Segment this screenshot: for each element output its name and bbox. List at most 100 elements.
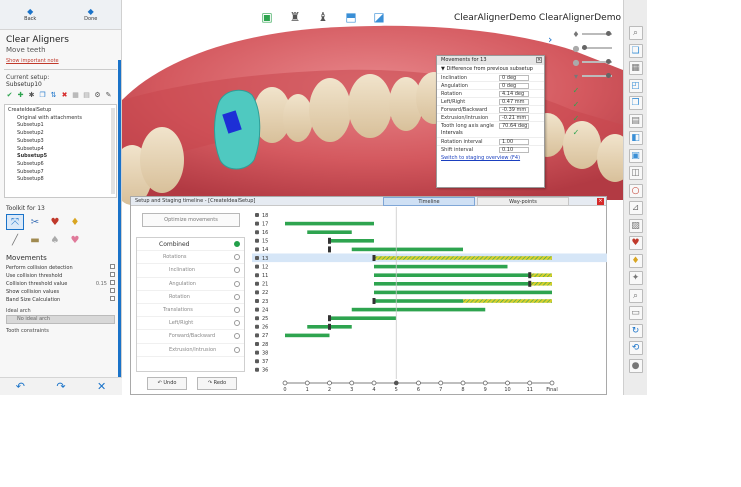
undo-arrow-icon[interactable]: ↶	[15, 380, 25, 393]
movement-type-item[interactable]: Forward/Backward	[137, 330, 244, 344]
stage-marker[interactable]	[528, 272, 532, 279]
ideal-arch-select[interactable]: No ideal arch	[6, 315, 115, 324]
option-row[interactable]: Use collision threshold	[0, 272, 121, 280]
tree-item[interactable]: Subsetup8	[17, 176, 44, 183]
stage-tick[interactable]	[416, 380, 421, 386]
copy-icon[interactable]: ❐	[39, 91, 46, 99]
status-ring-icon[interactable]	[234, 254, 240, 261]
toggle-2[interactable]: ✓	[570, 97, 620, 111]
movement-bar[interactable]	[351, 307, 486, 312]
gear-icon[interactable]: ✱	[28, 91, 35, 99]
attachment-tool-icon[interactable]: ✂	[30, 216, 40, 228]
movement-bar[interactable]	[329, 316, 397, 320]
movement-type-item[interactable]: Combined	[137, 238, 244, 252]
reset-icon[interactable]: ⟲	[628, 341, 643, 355]
tree-item[interactable]: Subsetup1	[17, 122, 44, 129]
checkbox[interactable]	[110, 280, 115, 285]
band-tool-icon[interactable]: ▬	[30, 234, 40, 246]
movement-value-field[interactable]: 1.00	[499, 138, 529, 145]
stage-marker[interactable]	[372, 255, 376, 261]
bite-view-icon[interactable]: ▣	[261, 10, 273, 24]
slider-upper-jaw[interactable]: ♦	[570, 27, 620, 41]
status-ring-icon[interactable]	[234, 333, 240, 340]
movement-type-item[interactable]: Extrusion/Intrusion	[137, 344, 244, 357]
tooth-shape-icon[interactable]: ♥	[50, 216, 60, 228]
checkbox[interactable]	[110, 264, 115, 269]
checkbox[interactable]	[110, 272, 115, 277]
movement-bar[interactable]	[285, 333, 330, 338]
grid-view-icon[interactable]: ▦	[628, 61, 643, 75]
measure-icon[interactable]: ⊿	[628, 201, 643, 215]
movement-value-field[interactable]: 0.47 mm	[499, 98, 529, 105]
stage-tick[interactable]	[371, 380, 377, 386]
stage-tick[interactable]	[304, 380, 310, 386]
stage-marker[interactable]	[328, 246, 331, 253]
tooth-tool-icon[interactable]: ♠	[50, 234, 60, 246]
status-ring-icon[interactable]	[234, 346, 240, 353]
grid-icon[interactable]: ▦	[72, 91, 79, 99]
movement-value-field[interactable]: 0.10	[499, 146, 529, 153]
up-down-icon[interactable]: ⇅	[50, 91, 57, 99]
movement-type-item[interactable]: Left/Right	[137, 317, 244, 331]
toggle-3[interactable]: ✓	[570, 111, 620, 125]
document-icon[interactable]: ▣	[628, 148, 643, 163]
add-icon[interactable]: ✚	[17, 91, 24, 99]
movement-value-field[interactable]: 70.64 deg	[499, 122, 529, 129]
rotate-icon[interactable]: ↻	[628, 323, 643, 338]
tree-item[interactable]: Subsetup6	[17, 160, 44, 167]
tree-item[interactable]: Subsetup5	[17, 153, 48, 160]
back-button[interactable]: ◆ Back	[0, 0, 61, 29]
panel-icon[interactable]: ◧	[628, 131, 643, 145]
undo-button[interactable]: ↶ Undo	[147, 377, 187, 390]
tab-waypoints[interactable]: Way-points	[477, 197, 569, 206]
movement-bar-hatched[interactable]	[374, 256, 552, 260]
movement-type-item[interactable]: Translations	[137, 304, 244, 318]
3d-viewport[interactable]: ▣ ♜ ♝ ⬒ ◪ ClearAlignerDemo ClearAlignerD…	[122, 0, 623, 395]
movement-value-field[interactable]: -0.39 mm	[499, 106, 529, 113]
tab-timeline[interactable]: Timeline	[383, 197, 475, 206]
movement-type-item[interactable]: Angulation	[137, 278, 244, 291]
stage-tick[interactable]	[505, 380, 510, 386]
option-control[interactable]	[110, 264, 115, 272]
camera-icon[interactable]: ▭	[628, 306, 643, 320]
check-icon[interactable]: ✔	[6, 91, 13, 99]
implant-view-icon[interactable]: ♝	[317, 10, 329, 24]
stage-tick[interactable]	[393, 380, 399, 386]
tooth-red-icon[interactable]: ♥	[628, 236, 643, 250]
difference-section[interactable]: ▼ Difference from previous subsetup	[441, 66, 533, 72]
stage-marker[interactable]	[372, 298, 376, 304]
move-tool-icon[interactable]: ⤧	[6, 214, 24, 230]
movement-bar[interactable]	[374, 282, 530, 286]
stage-marker[interactable]	[328, 315, 331, 322]
stage-tick[interactable]	[282, 380, 288, 386]
option-row[interactable]: Collision threshold value 0.15	[0, 280, 121, 288]
chevron-right-icon[interactable]: ›	[548, 33, 553, 46]
stage-tick[interactable]	[327, 380, 332, 386]
option-control[interactable]	[110, 288, 115, 296]
status-ring-icon[interactable]	[234, 280, 240, 287]
movement-value-field[interactable]: 0 deg	[499, 74, 529, 81]
movement-bar[interactable]	[374, 290, 552, 295]
movement-bar-hatched[interactable]	[529, 273, 552, 277]
layers-icon[interactable]: ▤	[83, 91, 90, 99]
movement-value-field[interactable]: 0 deg	[499, 82, 529, 89]
status-ring-icon[interactable]	[234, 293, 240, 300]
redo-button[interactable]: ↷ Redo	[197, 377, 237, 390]
movement-bar[interactable]	[285, 221, 374, 226]
status-ring-icon[interactable]	[234, 267, 240, 274]
layers-icon[interactable]: ❑	[628, 43, 643, 58]
left-panel-scrollbar[interactable]	[118, 60, 121, 380]
movement-bar[interactable]	[307, 230, 352, 234]
toggle-4[interactable]: ✓	[570, 125, 620, 139]
tree-item[interactable]: Original with attachments	[17, 114, 82, 121]
tree-item[interactable]: Subsetup3	[17, 137, 44, 144]
sphere-icon[interactable]: ●	[628, 358, 643, 373]
stage-marker[interactable]	[528, 280, 532, 287]
wand-tool-icon[interactable]: ╱	[11, 234, 19, 246]
tooth-gold-icon[interactable]: ♦	[628, 253, 643, 268]
gold-crown-icon[interactable]: ♦	[70, 216, 80, 228]
landmark-icon[interactable]: ✦	[628, 271, 643, 285]
movement-bar[interactable]	[374, 273, 530, 277]
option-row[interactable]: Show collision values	[0, 288, 121, 296]
